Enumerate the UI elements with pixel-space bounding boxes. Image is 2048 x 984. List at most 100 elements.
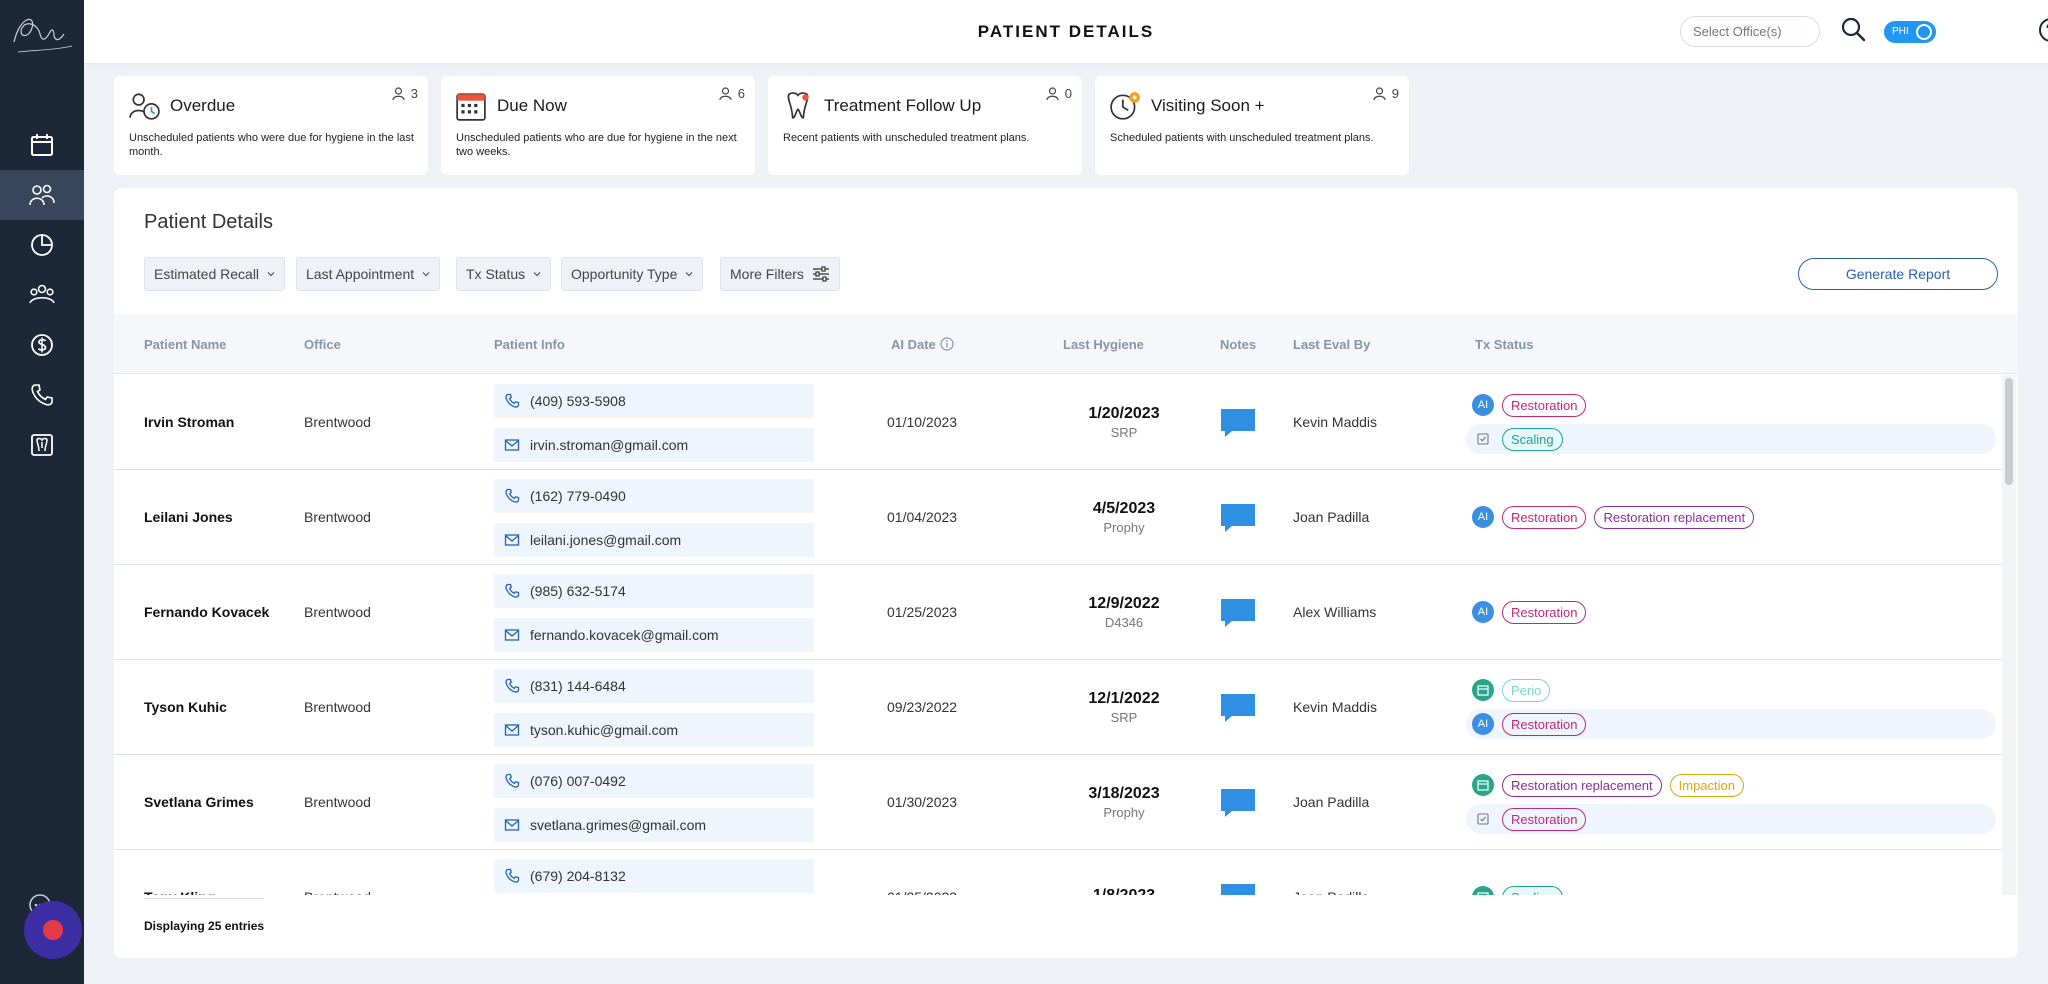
card-description: Unscheduled patients who were due for hy… [129,132,414,158]
note-icon[interactable] [1220,693,1256,723]
patient-phone[interactable]: (076) 007-0492 [494,764,814,798]
note-icon[interactable] [1220,503,1256,533]
hygiene-type: SRP [1110,424,1138,440]
note-icon[interactable] [1220,883,1256,895]
patient-email[interactable]: irvin.stroman@gmail.com [494,428,814,462]
table-row[interactable]: Fernando Kovacek Brentwood (985) 632-5174 f… [114,565,2003,660]
email-icon [504,819,520,831]
summary-card-due-now[interactable]: Due Now 6 Unscheduled patients who are due… [441,76,755,175]
patient-name[interactable]: Fernando Kovacek [144,604,270,620]
tx-status-pill[interactable]: Perio [1502,678,1551,702]
sidebar-item-patients[interactable] [0,170,84,220]
phone-icon [505,773,520,788]
filter-opportunity-type[interactable]: Opportunity Type [561,257,704,291]
col-ai-date[interactable]: AI Date [891,314,954,374]
summary-card-overdue[interactable]: Overdue 3 Unscheduled patients who were du… [114,76,428,175]
sidebar-item-team[interactable] [0,270,84,320]
filter-tx-status[interactable]: Tx Status [456,257,552,291]
filter-estimated-recall[interactable]: Estimated Recall [144,257,286,291]
last-hygiene: 12/1/2022 SRP [1034,660,1214,754]
person-icon [392,86,405,100]
tx-status-pill[interactable]: Restoration replacement [1594,505,1755,529]
divider [144,898,264,899]
overdue-icon [129,93,160,120]
patient-name[interactable]: Svetlana Grimes [144,794,254,810]
patient-name[interactable]: Irvin Stroman [144,414,235,430]
help-icon[interactable] [2038,17,2048,43]
email-address: svetlana.grimes@gmail.com [530,817,707,833]
sidebar-item-xray[interactable] [0,420,84,470]
ai-detected-icon: AI [1472,506,1494,528]
tx-status-pill[interactable]: Scaling [1502,427,1563,451]
patient-email[interactable]: svetlana.grimes@gmail.com [494,808,814,842]
col-last-hygiene[interactable]: Last Hygiene [1063,336,1144,352]
sidebar-item-billing[interactable] [0,320,84,370]
col-tx-status[interactable]: Tx Status [1475,336,1534,352]
patient-phone[interactable]: (985) 632-5174 [494,574,814,608]
sidebar-item-analytics[interactable] [0,220,84,270]
tx-status-pill[interactable]: Impaction [1669,773,1745,797]
ai-date: 09/23/2022 [887,699,958,715]
phi-toggle[interactable]: PHI [1884,21,1936,43]
table-row[interactable]: Irvin Stroman Brentwood (409) 593-5908 irvi… [114,375,2003,470]
patient-email[interactable]: tyson.kuhic@gmail.com [494,713,814,747]
phone-icon [505,868,520,883]
col-patient-name[interactable]: Patient Name [144,336,227,352]
scrollbar-track[interactable] [2002,375,2016,895]
ai-date: 01/25/2023 [887,604,958,620]
hygiene-date: 1/20/2023 [1088,404,1160,422]
tx-status-pill[interactable]: Restoration [1502,807,1587,831]
office-select[interactable] [1680,16,1820,47]
patient-phone[interactable]: (831) 144-6484 [494,669,814,703]
col-last-eval-by[interactable]: Last Eval By [1293,336,1371,352]
tx-status-pill[interactable]: Restoration [1502,600,1587,624]
patient-name[interactable]: Tony Kling [144,850,215,895]
chat-launcher-button[interactable] [24,901,82,959]
patient-email[interactable]: fernando.kovacek@gmail.com [494,618,814,652]
info-icon[interactable] [940,337,954,351]
last-eval-by: Kevin Maddis [1293,414,1378,430]
filter-label: Last Appointment [306,266,415,282]
xray-icon [31,434,53,456]
sidebar-item-calendar[interactable] [0,120,84,170]
email-icon [504,629,520,641]
patient-name[interactable]: Tyson Kuhic [144,699,227,715]
table-row[interactable]: Svetlana Grimes Brentwood (076) 007-0492 sv… [114,755,2003,850]
notification-dot [43,920,63,940]
card-title: Overdue [170,96,236,115]
table-row[interactable]: Leilani Jones Brentwood (162) 779-0490 leil… [114,470,2003,565]
ai-detected-icon: AI [1472,601,1494,623]
sidebar-item-phone[interactable] [0,370,84,420]
patient-email[interactable]: leilani.jones@gmail.com [494,523,814,557]
patient-phone[interactable]: (409) 593-5908 [494,384,814,418]
note-icon[interactable] [1220,408,1256,438]
tx-status-pill[interactable]: Scaling [1502,885,1563,895]
tx-status-pill[interactable]: Restoration [1502,505,1587,529]
generate-report-button[interactable]: Generate Report [1798,258,1998,290]
more-filters-button[interactable]: More Filters [720,257,840,291]
tx-status-pill[interactable]: Restoration [1502,393,1587,417]
note-icon[interactable] [1220,598,1256,628]
col-office[interactable]: Office [304,336,341,352]
search-icon[interactable] [1840,16,1866,42]
patient-phone[interactable]: (679) 204-8132 [494,859,814,893]
phone-icon [505,678,520,693]
table-row[interactable]: Tony Kling Brentwood (679) 204-8132 01/25/2… [114,850,2003,895]
summary-card-treatment-follow-up[interactable]: Treatment Follow Up 0 Recent patients with… [768,76,1082,175]
toggle-knob [1916,24,1932,40]
tx-status-pill[interactable]: Restoration [1502,712,1587,736]
phi-toggle-label: PHI [1892,26,1909,37]
col-patient-info: Patient Info [494,336,565,352]
filter-last-appointment[interactable]: Last Appointment [296,257,441,291]
summary-card-visiting-soon[interactable]: Visiting Soon + 9 Scheduled patients with … [1095,76,1409,175]
note-icon[interactable] [1220,788,1256,818]
scrollbar-thumb[interactable] [2005,378,2013,485]
patient-phone[interactable]: (162) 779-0490 [494,479,814,513]
table-row[interactable]: Tyson Kuhic Brentwood (831) 144-6484 tyson.… [114,660,2003,755]
col-ai-date-label: AI Date [891,336,936,352]
patient-name[interactable]: Leilani Jones [144,509,233,525]
tx-status-pill[interactable]: Restoration replacement [1502,773,1662,797]
analytics-icon [31,234,53,256]
scheduled-calendar-icon [1472,679,1494,701]
last-hygiene: 3/18/2023 Prophy [1034,755,1214,849]
